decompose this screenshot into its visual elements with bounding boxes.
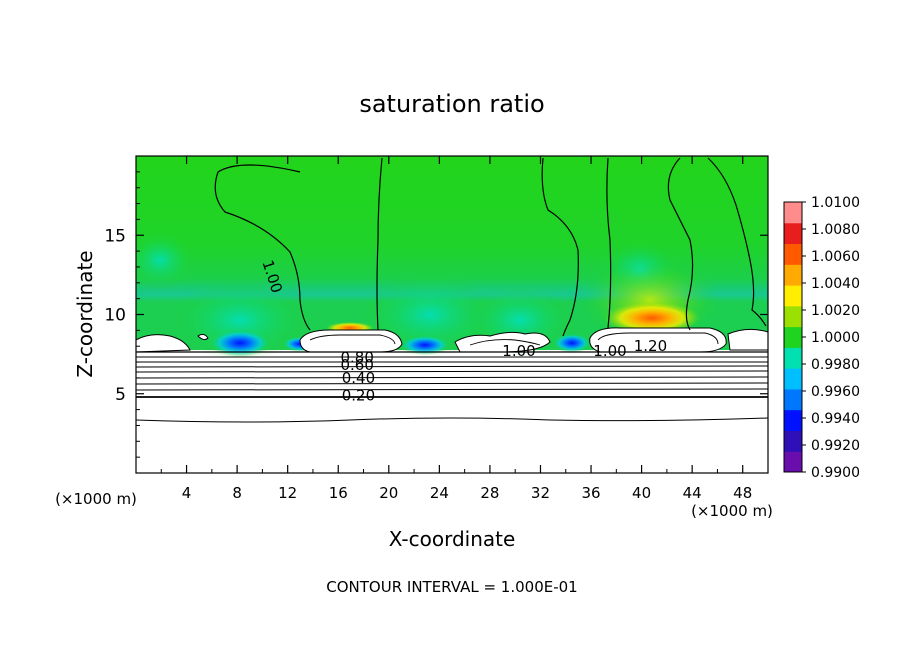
colorbar-swatch: [784, 326, 802, 348]
colorbar-tick-label: 0.9980: [811, 357, 860, 373]
plot-area: [136, 156, 768, 473]
contour-label: 0.80: [340, 348, 373, 366]
contour-label: 0.20: [342, 386, 375, 404]
colorbar-swatch: [784, 222, 802, 245]
colorbar-swatch: [784, 285, 802, 307]
minimum-3: [552, 333, 592, 353]
x-tick-label: 28: [480, 484, 499, 502]
x-axis-label: X-coordinate: [389, 527, 516, 551]
colorbar-tick-label: 1.0020: [811, 303, 860, 319]
x-tick-label: 8: [232, 484, 242, 502]
chart-title: saturation ratio: [359, 90, 544, 118]
colorbar-tick-label: 0.9900: [811, 465, 860, 481]
lower-contours: [136, 351, 768, 423]
y-tick-label: 10: [104, 306, 126, 326]
contour-label: 0.40: [342, 369, 375, 387]
x-tick-label: 12: [278, 484, 297, 502]
minimum-1: [208, 329, 272, 357]
minimum-2: [399, 335, 451, 355]
subcloud-region: [136, 350, 768, 473]
colorbar-swatch: [784, 243, 802, 265]
colorbar-swatch: [784, 368, 802, 390]
colorbar-tick-label: 1.0040: [811, 276, 860, 292]
y-axis-label: Z-coordinate: [73, 250, 97, 377]
colorbar: 1.0100 1.0080 1.0060 1.0040 1.0020 1.0000 0.99…: [783, 195, 860, 481]
x-tick-label: 4: [182, 484, 192, 502]
x-axis-unit: (×1000 m): [691, 502, 773, 520]
y-tick-label: 15: [104, 226, 126, 246]
colorbar-tick-label: 0.9920: [811, 438, 860, 454]
y-tick-label: 5: [115, 385, 126, 405]
contour-label: 1.20: [634, 337, 667, 355]
colorbar-swatch: [784, 264, 802, 286]
colorbar-swatch: [784, 305, 802, 328]
x-tick-label: 32: [531, 484, 550, 502]
x-tick-label: 20: [379, 484, 398, 502]
contour-label: 1.00: [502, 342, 535, 360]
colorbar-tick-label: 1.0060: [811, 249, 860, 265]
colorbar-swatch: [784, 388, 802, 411]
cloud-contours: [309, 332, 719, 346]
x-tick-label: 48: [733, 484, 752, 502]
z-axis-unit: (×1000 m): [55, 490, 137, 508]
contour-1-00: [214, 157, 767, 337]
x-tick-label: 36: [581, 484, 600, 502]
x-axis: 4 8 12 16 20 24 28 32 36 40 44 48: [160, 156, 752, 502]
colorbar-swatch: [784, 409, 802, 431]
colorbar-swatch: [784, 202, 802, 224]
contour-label: 1.00: [593, 342, 626, 360]
x-tick-label: 44: [683, 484, 702, 502]
supersat-core: [604, 302, 700, 334]
colorbar-tick-label: 1.0100: [811, 195, 860, 211]
colorbar-tick-label: 0.9940: [811, 411, 860, 427]
colorbar-swatch: [784, 451, 802, 473]
low-zone-4: [136, 230, 195, 290]
colorbar-tick-label: 1.0000: [811, 330, 860, 346]
colorbar-swatch: [784, 347, 802, 369]
contour-label: 0.60: [340, 356, 373, 374]
x-tick-label: 40: [632, 484, 651, 502]
y-axis: 5 10 15: [104, 171, 768, 458]
colorbar-tick-label: 0.9960: [811, 384, 860, 400]
contour-interval-note: CONTOUR INTERVAL = 1.000E-01: [326, 578, 577, 596]
colorbar-tick-label: 1.0080: [811, 222, 860, 238]
colorbar-swatch: [784, 430, 802, 452]
x-tick-label: 16: [329, 484, 348, 502]
x-tick-label: 24: [430, 484, 449, 502]
